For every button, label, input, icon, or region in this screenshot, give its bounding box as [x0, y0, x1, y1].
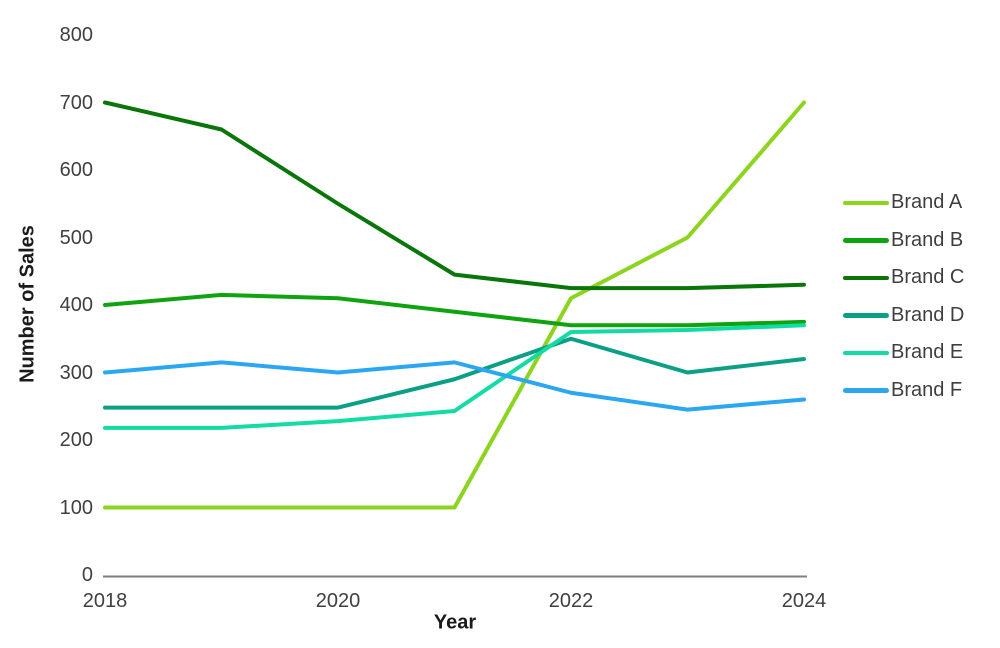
series-line-brand-a: [103, 100, 806, 510]
legend-swatch-icon: [843, 200, 889, 205]
x-tick-labels: 2018 2020 2022 2024: [0, 588, 1000, 618]
y-tick-label: 700: [59, 91, 93, 114]
y-axis-title: Number of Sales: [16, 225, 39, 383]
series-line-brand-e: [103, 323, 806, 430]
legend-item-brand-b: Brand B: [843, 222, 964, 260]
y-tick-label: 100: [59, 496, 93, 519]
y-tick-label: 500: [59, 226, 93, 249]
legend-swatch-icon: [843, 388, 889, 393]
legend-item-brand-f: Brand F: [843, 372, 964, 410]
y-tick-label: 0: [81, 564, 93, 586]
y-tick-label: 800: [59, 24, 93, 46]
y-tick-label: 600: [59, 159, 93, 181]
legend-item-brand-d: Brand D: [843, 297, 964, 335]
legend-item-brand-c: Brand C: [843, 259, 964, 297]
legend-label: Brand D: [891, 303, 965, 326]
x-tick-label: 2018: [82, 590, 128, 612]
series-line-brand-c: [103, 100, 806, 291]
series-line-brand-b: [103, 292, 806, 328]
y-tick-label: 300: [59, 361, 93, 384]
x-tick-label: 2022: [548, 590, 594, 612]
legend-label: Brand B: [891, 228, 964, 251]
legend: Brand A Brand B Brand C Brand D Brand E Brand…: [843, 184, 964, 409]
y-tick-label: 200: [59, 429, 93, 451]
x-axis-title: Year: [433, 611, 477, 634]
legend-swatch-icon: [843, 350, 889, 355]
x-tick-label: 2024: [781, 590, 827, 612]
legend-label: Brand C: [891, 266, 965, 289]
legend-swatch-icon: [843, 275, 889, 280]
legend-swatch-icon: [843, 238, 889, 243]
legend-label: Brand F: [891, 378, 963, 401]
legend-item-brand-a: Brand A: [843, 184, 964, 222]
legend-label: Brand E: [891, 341, 964, 364]
legend-swatch-icon: [843, 313, 889, 318]
x-tick-label: 2020: [315, 590, 361, 612]
y-tick-label: 400: [59, 294, 93, 316]
series-line-brand-d: [103, 336, 806, 410]
series-line-brand-f: [103, 360, 806, 412]
legend-label: Brand A: [891, 191, 963, 214]
legend-item-brand-e: Brand E: [843, 334, 964, 372]
y-tick-labels: 0 100 200 300 400 500 600 700 800: [0, 0, 93, 648]
